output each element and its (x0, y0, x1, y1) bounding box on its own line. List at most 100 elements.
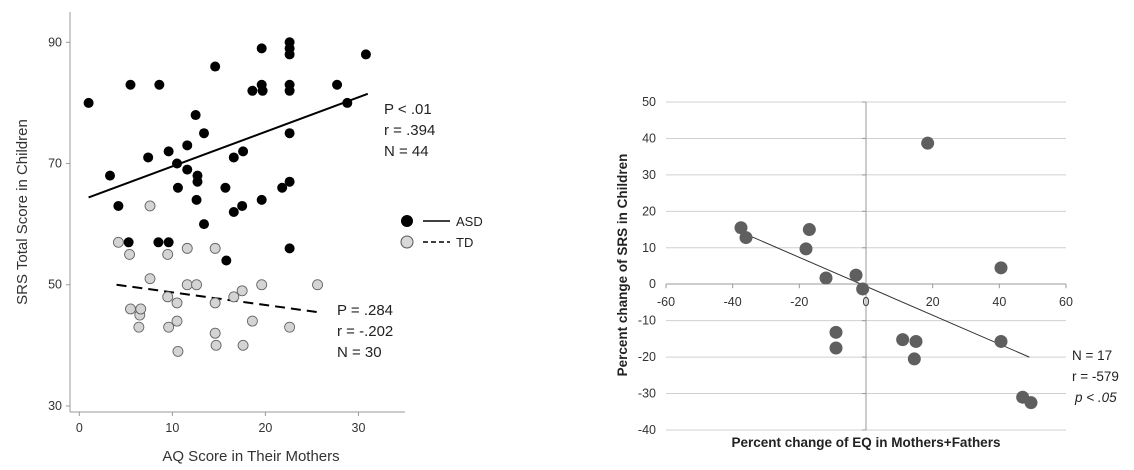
right-y-axis-label: Percent change of SRS in Children (615, 154, 630, 377)
asd-point (172, 182, 183, 193)
td-point (284, 321, 296, 333)
right-x-tick-label: 40 (992, 295, 1006, 309)
right-x-tick-label: 60 (1059, 295, 1073, 309)
left-points (83, 37, 371, 357)
left-x-tick-label: 0 (76, 421, 83, 435)
right-y-tick-label: 0 (649, 277, 656, 291)
right-x-tick-label: 20 (926, 295, 940, 309)
asd-point (256, 194, 267, 205)
right-x-tick-label: -60 (657, 295, 675, 309)
right-point (909, 334, 923, 348)
left-x-tick-label: 30 (352, 421, 366, 435)
td-point (162, 291, 174, 303)
td-point (112, 236, 124, 248)
right-point (829, 341, 843, 355)
td-point (236, 285, 248, 297)
right-n-value: N = 17 (1072, 348, 1112, 363)
td-point (246, 315, 258, 327)
asd-point (342, 97, 353, 108)
left-y-tick-label: 90 (48, 35, 62, 49)
asd-point (284, 49, 295, 60)
left-y-axis-label: SRS Total Score in Children (14, 119, 31, 305)
left-y-tick-label: 30 (48, 399, 62, 413)
right-y-tick-label: -30 (638, 387, 656, 401)
right-point (819, 271, 833, 285)
asd-point (332, 79, 343, 90)
asd-point (182, 140, 193, 151)
right-y-tick-label: 10 (642, 241, 656, 255)
right-trend (739, 230, 1030, 358)
right-point (829, 325, 843, 339)
right-p-value: p < .05 (1074, 390, 1117, 405)
td-point (172, 345, 184, 357)
td-point (181, 279, 193, 291)
right-trend-line (739, 230, 1030, 358)
asd-point (125, 79, 136, 90)
td-point (171, 297, 183, 309)
right-y-tick-label: 50 (642, 95, 656, 109)
asd-trend-line (88, 92, 369, 199)
asd-point (113, 200, 124, 211)
td-point (144, 273, 156, 285)
right-point (1024, 396, 1038, 410)
right-x-tick-label: 0 (863, 295, 870, 309)
legend-td-marker (400, 235, 414, 249)
td-point (144, 200, 156, 212)
td-point (135, 303, 147, 315)
asd-point (284, 243, 295, 254)
td-point (171, 315, 183, 327)
right-point (734, 221, 748, 235)
right-point (907, 352, 921, 366)
asd-point (199, 128, 209, 139)
right-point (994, 261, 1008, 275)
right-y-tick-label: -20 (638, 350, 656, 364)
asd-point (199, 219, 209, 230)
asd-point (247, 85, 258, 96)
td-point (209, 242, 221, 254)
right-y-tick-label: -10 (638, 314, 656, 328)
right-x-tick-label: -40 (724, 295, 742, 309)
td-trend-line (116, 283, 322, 314)
asd-point (190, 110, 201, 121)
td-point (237, 339, 249, 351)
asd-point (182, 164, 193, 175)
td-point (312, 279, 323, 291)
asd-point (153, 237, 164, 248)
left-chart: 0 10 20 30 30 50 70 90 AQ Score in Their Mother… (14, 12, 483, 465)
right-point (896, 333, 910, 347)
td-point (191, 279, 203, 291)
asd-point (172, 158, 183, 169)
right-point (921, 136, 935, 150)
asd-point (143, 152, 154, 163)
asd-point (191, 194, 202, 205)
td-point (163, 321, 175, 333)
legend-td-label: TD (456, 235, 473, 250)
right-point (856, 282, 870, 296)
left-x-axis-label: AQ Score in Their Mothers (162, 448, 339, 465)
right-point (994, 334, 1008, 348)
right-point (802, 223, 816, 237)
right-y-tick-label: 30 (642, 168, 656, 182)
asd-p-value: P < .01 (384, 101, 432, 118)
right-points (734, 136, 1038, 410)
asd-point (256, 43, 267, 54)
asd-point (220, 182, 231, 193)
td-point (210, 339, 222, 351)
asd-point (163, 146, 174, 157)
left-trend-lines (88, 92, 369, 314)
right-point (849, 268, 863, 282)
td-point (228, 291, 240, 303)
legend-asd-label: ASD (456, 214, 483, 229)
asd-r-value: r = .394 (384, 122, 435, 139)
td-p-value: P = .284 (337, 302, 393, 319)
asd-point (284, 128, 295, 139)
td-point (124, 248, 136, 260)
asd-point (123, 237, 134, 248)
td-point (125, 303, 136, 315)
asd-point (105, 170, 116, 181)
right-y-tick-label: 40 (642, 131, 656, 145)
right-x-tick-label: -20 (790, 295, 808, 309)
asd-point (210, 61, 221, 72)
